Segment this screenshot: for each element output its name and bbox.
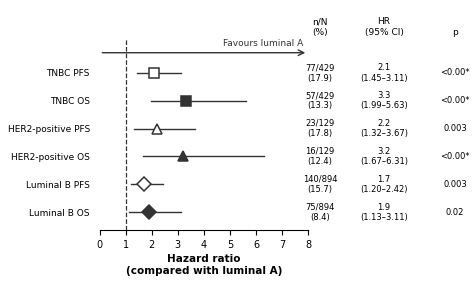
Text: 0.003: 0.003 <box>443 180 467 189</box>
Text: 140/894
(15.7): 140/894 (15.7) <box>303 175 337 194</box>
Text: 2.2
(1.32–3.67): 2.2 (1.32–3.67) <box>360 119 408 138</box>
Text: <0.00*: <0.00* <box>440 96 470 105</box>
Text: 75/894
(8.4): 75/894 (8.4) <box>305 203 335 222</box>
Text: 3.2
(1.67–6.31): 3.2 (1.67–6.31) <box>360 147 408 166</box>
Text: 16/129
(12.4): 16/129 (12.4) <box>305 147 335 166</box>
Text: p: p <box>452 28 458 37</box>
Text: 1.9
(1.13–3.11): 1.9 (1.13–3.11) <box>360 203 408 222</box>
Text: <0.00*: <0.00* <box>440 152 470 161</box>
Text: 3.3
(1.99–5.63): 3.3 (1.99–5.63) <box>360 91 408 110</box>
Text: 77/429
(17.9): 77/429 (17.9) <box>305 63 335 83</box>
Text: 1.7
(1.20–2.42): 1.7 (1.20–2.42) <box>360 175 408 194</box>
Text: Favours luminal A: Favours luminal A <box>223 39 303 48</box>
Text: 2.1
(1.45–3.11): 2.1 (1.45–3.11) <box>360 63 408 83</box>
Text: 57/429
(13.3): 57/429 (13.3) <box>305 91 335 110</box>
Y-axis label: Survival, 95% CI: Survival, 95% CI <box>0 95 2 175</box>
Text: <0.00*: <0.00* <box>440 68 470 77</box>
Text: 0.003: 0.003 <box>443 124 467 133</box>
Text: HR
(95% CI): HR (95% CI) <box>365 17 403 37</box>
Text: 23/129
(17.8): 23/129 (17.8) <box>305 119 335 138</box>
Text: 0.02: 0.02 <box>446 208 464 217</box>
Text: n/N
(%): n/N (%) <box>312 17 328 37</box>
X-axis label: Hazard ratio
(compared with luminal A): Hazard ratio (compared with luminal A) <box>126 254 282 276</box>
